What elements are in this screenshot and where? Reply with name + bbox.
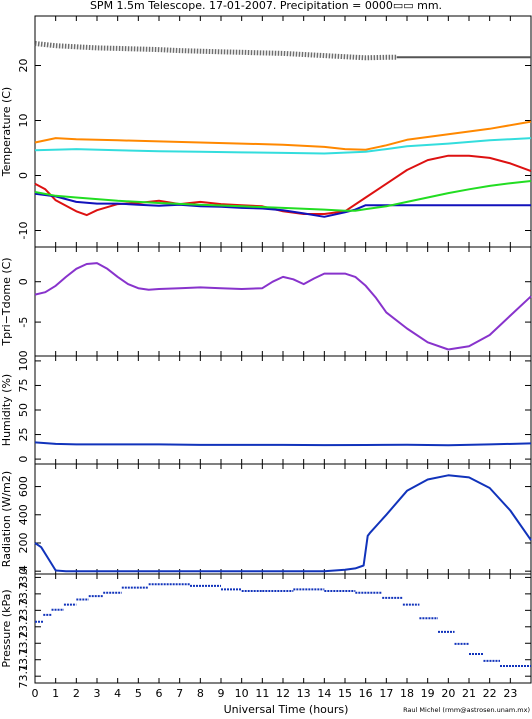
series-line bbox=[34, 120, 532, 151]
series-line bbox=[34, 474, 532, 573]
x-tick-label: 1 bbox=[52, 687, 59, 700]
y-tick-label: 200 bbox=[17, 532, 30, 553]
y-tick-label: 73.4 bbox=[17, 565, 30, 590]
x-axis-ticks: 0 1 2 3 4 5 6 7 8 9 10 11 12 13 14 15 16 17 18 19 20 21 22 23 bbox=[32, 687, 518, 700]
x-tick-label: 6 bbox=[156, 687, 163, 700]
panel-2: 0 25 50 75 100 Humidity (%) bbox=[0, 350, 532, 465]
y-axis-label: Tpri−Tdome (C) bbox=[0, 257, 13, 346]
x-tick-label: 14 bbox=[317, 687, 331, 700]
x-tick-label: 10 bbox=[235, 687, 249, 700]
y-tick-label: 73.2 bbox=[17, 631, 30, 656]
panel-0: -10 0 10 20 Temperature (C) bbox=[0, 15, 532, 248]
y-tick-label: -5 bbox=[17, 317, 30, 328]
y-tick-label: 600 bbox=[17, 476, 30, 497]
x-tick-label: 17 bbox=[379, 687, 393, 700]
x-tick-label: 7 bbox=[176, 687, 183, 700]
x-tick-label: 2 bbox=[73, 687, 80, 700]
credit-text: Raul Michel (rmm@astrosen.unam.mx) bbox=[403, 706, 530, 714]
x-tick-label: 23 bbox=[503, 687, 517, 700]
series-line bbox=[34, 262, 532, 351]
y-tick-label: 75 bbox=[17, 378, 30, 392]
panel-frame bbox=[34, 463, 532, 575]
x-tick-label: 16 bbox=[359, 687, 373, 700]
x-tick-label: 4 bbox=[114, 687, 121, 700]
x-tick-label: 3 bbox=[94, 687, 101, 700]
x-axis-label: Universal Time (hours) bbox=[224, 703, 349, 716]
x-tick-label: 8 bbox=[197, 687, 204, 700]
y-tick-label: 400 bbox=[17, 504, 30, 525]
x-tick-label: 11 bbox=[255, 687, 269, 700]
x-tick-label: 0 bbox=[32, 687, 39, 700]
x-tick-label: 22 bbox=[483, 687, 497, 700]
y-tick-label: 10 bbox=[17, 114, 30, 128]
y-tick-label: 73.3 bbox=[17, 582, 30, 607]
x-tick-label: 18 bbox=[400, 687, 414, 700]
x-tick-label: 20 bbox=[441, 687, 455, 700]
y-tick-label: 100 bbox=[17, 350, 30, 371]
series-line bbox=[34, 192, 531, 218]
y-tick-label: 0 bbox=[17, 278, 30, 285]
y-axis-label: Temperature (C) bbox=[0, 87, 13, 177]
series-line bbox=[34, 137, 532, 155]
x-tick-label: 12 bbox=[276, 687, 290, 700]
x-tick-label: 21 bbox=[462, 687, 476, 700]
series-dots bbox=[34, 41, 397, 61]
panel-frame bbox=[34, 573, 532, 684]
y-tick-label: 50 bbox=[17, 403, 30, 417]
y-axis-label: Radiation (W/m2) bbox=[0, 471, 13, 567]
panel-3: 0 200 400 600 Radiation (W/m2) bbox=[0, 463, 532, 575]
x-tick-label: 15 bbox=[338, 687, 352, 700]
x-tick-label: 19 bbox=[421, 687, 435, 700]
y-tick-label: 25 bbox=[17, 428, 30, 442]
series-line bbox=[34, 180, 532, 212]
chart-panels: -10 0 10 20 Temperature (C) -5 0 Tpri−Tdome (C)… bbox=[0, 15, 532, 689]
panel-frame bbox=[34, 15, 532, 248]
y-tick-label: 73.3 bbox=[17, 598, 30, 623]
x-tick-label: 5 bbox=[135, 687, 142, 700]
y-tick-label: -10 bbox=[17, 222, 30, 240]
y-tick-label: 20 bbox=[17, 59, 30, 73]
y-axis-label: Pressure (kPa) bbox=[0, 589, 13, 667]
chart-title: SPM 1.5m Telescope. 17-01-2007. Precipit… bbox=[90, 0, 442, 12]
y-tick-label: 0 bbox=[17, 568, 30, 575]
panel-frame bbox=[34, 246, 532, 357]
y-tick-label: 73.1 bbox=[17, 664, 30, 689]
y-tick-label: 0 bbox=[17, 456, 30, 463]
x-tick-label: 9 bbox=[218, 687, 225, 700]
series-line bbox=[34, 441, 532, 447]
panel-1: -5 0 Tpri−Tdome (C) bbox=[0, 246, 532, 357]
y-axis-label: Humidity (%) bbox=[0, 374, 13, 446]
y-tick-label: 73.1 bbox=[17, 647, 30, 672]
panel-frame bbox=[34, 355, 532, 465]
y-tick-label: 73.2 bbox=[17, 615, 30, 640]
x-tick-label: 13 bbox=[297, 687, 311, 700]
y-tick-label: 0 bbox=[17, 172, 30, 179]
